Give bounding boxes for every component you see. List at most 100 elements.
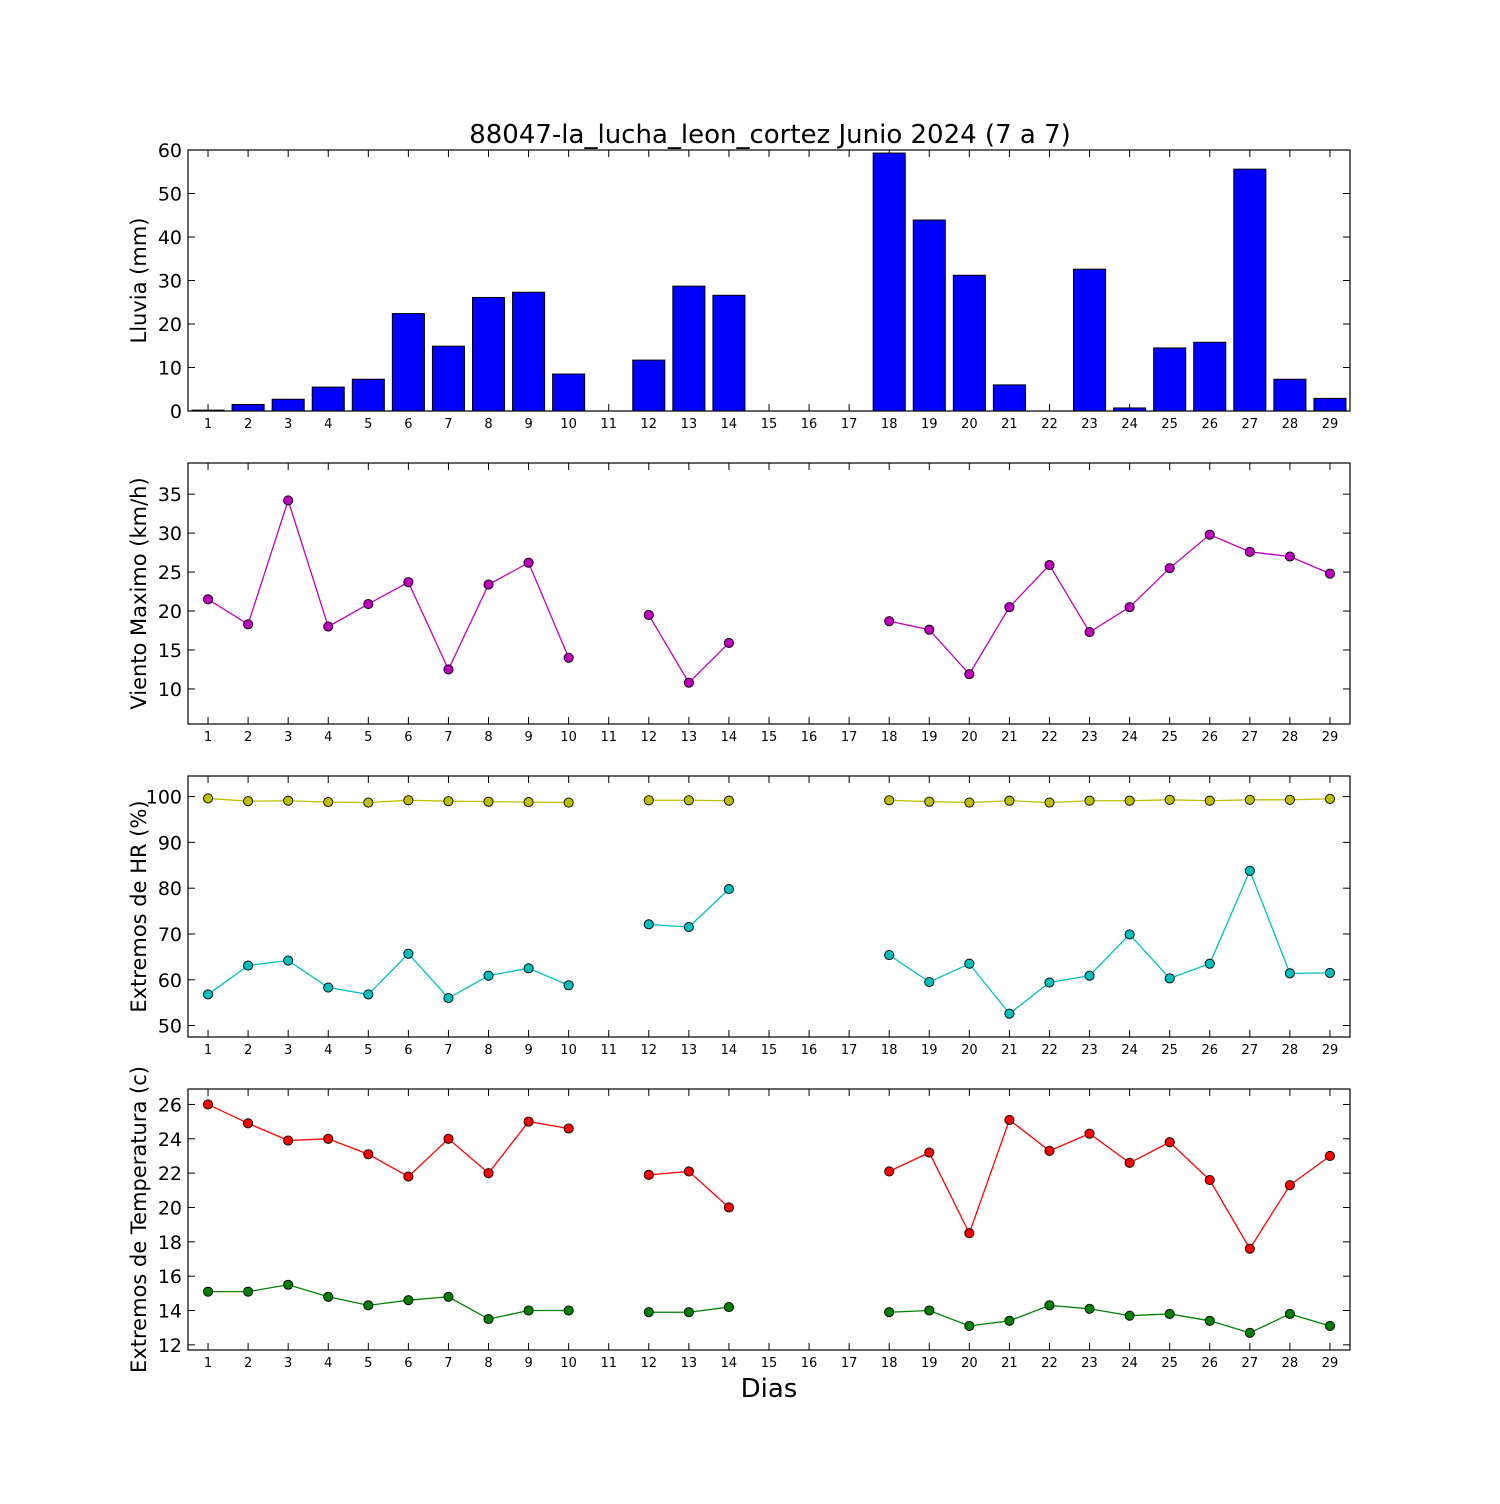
x-tick-label: 11 <box>600 1356 617 1371</box>
data-point <box>1124 1310 1135 1321</box>
series-line-1 <box>207 797 1330 804</box>
data-point <box>563 1305 574 1316</box>
x-tick-label: 1 <box>204 1043 212 1058</box>
x-tick-label: 22 <box>1041 417 1058 432</box>
data-point <box>924 1305 935 1316</box>
bar <box>1273 378 1307 412</box>
y-tick-label: 50 <box>158 184 182 206</box>
data-point <box>1324 967 1336 978</box>
data-point <box>1124 1157 1135 1168</box>
x-tick-label: 11 <box>600 730 617 745</box>
data-point <box>483 970 494 981</box>
data-point <box>563 797 574 808</box>
x-tick-label: 26 <box>1201 417 1218 432</box>
x-tick-label: 22 <box>1041 1043 1058 1058</box>
x-tick-label: 29 <box>1322 417 1339 432</box>
data-point <box>323 1291 334 1302</box>
data-point <box>563 652 574 663</box>
data-point <box>884 616 895 627</box>
data-point <box>683 677 694 688</box>
y-tick-label: 60 <box>158 970 182 992</box>
x-tick-label: 11 <box>600 417 617 432</box>
y-tick-label: 30 <box>158 271 182 293</box>
data-point <box>483 796 494 807</box>
data-point <box>363 1300 374 1311</box>
data-point <box>523 963 534 974</box>
data-point <box>403 795 414 806</box>
x-tick-label: 24 <box>1121 417 1138 432</box>
data-point <box>1044 1145 1055 1156</box>
x-tick-label: 10 <box>560 417 577 432</box>
data-point <box>243 796 254 807</box>
data-point <box>964 1320 975 1332</box>
x-tick-label: 17 <box>841 1043 858 1058</box>
x-tick-label: 24 <box>1121 730 1138 745</box>
data-point <box>1284 794 1295 805</box>
data-point <box>924 1147 935 1158</box>
data-point <box>283 495 294 506</box>
y-tick-label: 0 <box>170 401 182 423</box>
x-tick-label: 12 <box>641 730 658 745</box>
x-tick-label: 19 <box>921 1043 938 1058</box>
chart-title: 88047-la_lucha_leon_cortez Junio 2024 (7… <box>469 120 1071 150</box>
y-tick-label: 35 <box>158 484 182 506</box>
data-point <box>924 796 935 807</box>
bar <box>351 378 385 412</box>
data-point <box>1124 929 1135 940</box>
x-tick-label: 16 <box>801 730 818 745</box>
x-tick-label: 9 <box>524 730 532 745</box>
x-tick-label: 29 <box>1322 1356 1339 1371</box>
x-tick-label: 17 <box>841 730 858 745</box>
x-tick-label: 27 <box>1242 1356 1259 1371</box>
data-point <box>1124 795 1135 806</box>
data-point <box>243 619 254 630</box>
x-tick-label: 14 <box>721 417 738 432</box>
data-point <box>723 795 734 806</box>
data-point <box>1164 1308 1175 1319</box>
bar <box>1313 397 1347 412</box>
y-tick-label: 14 <box>158 1301 182 1323</box>
bar <box>552 373 586 412</box>
data-point <box>443 1133 454 1144</box>
x-tick-label: 23 <box>1081 417 1098 432</box>
x-tick-label: 25 <box>1161 1356 1178 1371</box>
data-point <box>202 1286 214 1297</box>
x-tick-label: 7 <box>444 730 452 745</box>
data-point <box>723 1202 734 1213</box>
data-point <box>1244 865 1255 876</box>
bar <box>311 386 345 412</box>
data-point <box>283 1135 294 1146</box>
x-tick-label: 16 <box>801 1356 818 1371</box>
x-tick-label: 1 <box>204 730 212 745</box>
bar <box>1113 407 1147 412</box>
x-tick-label: 18 <box>881 1356 898 1371</box>
x-tick-label: 21 <box>1001 417 1018 432</box>
data-point <box>323 1133 334 1144</box>
data-point <box>1284 551 1295 562</box>
data-point <box>683 922 694 933</box>
x-tick-label: 26 <box>1201 730 1218 745</box>
data-point <box>643 795 654 806</box>
plot-frame <box>187 462 1351 725</box>
bar <box>632 359 666 412</box>
data-point <box>1004 1114 1015 1125</box>
y-tick-label: 20 <box>158 1197 182 1219</box>
x-tick-label: 5 <box>364 1356 372 1371</box>
x-tick-label: 23 <box>1081 730 1098 745</box>
x-tick-label: 24 <box>1121 1356 1138 1371</box>
data-point <box>1084 970 1095 981</box>
y-tick-label: 10 <box>158 679 182 701</box>
plot-frame <box>187 1088 1351 1351</box>
data-point <box>483 1168 494 1179</box>
y-tick-label: 16 <box>158 1266 182 1288</box>
x-tick-label: 11 <box>600 1043 617 1058</box>
data-point <box>723 884 734 895</box>
y-tick-label: 20 <box>158 314 182 336</box>
x-tick-label: 21 <box>1001 1043 1018 1058</box>
x-tick-label: 9 <box>524 1356 532 1371</box>
data-point <box>643 919 654 930</box>
bar <box>912 219 946 412</box>
y-axis-label: Extremos de HR (%) <box>127 800 151 1012</box>
x-tick-label: 6 <box>404 730 412 745</box>
